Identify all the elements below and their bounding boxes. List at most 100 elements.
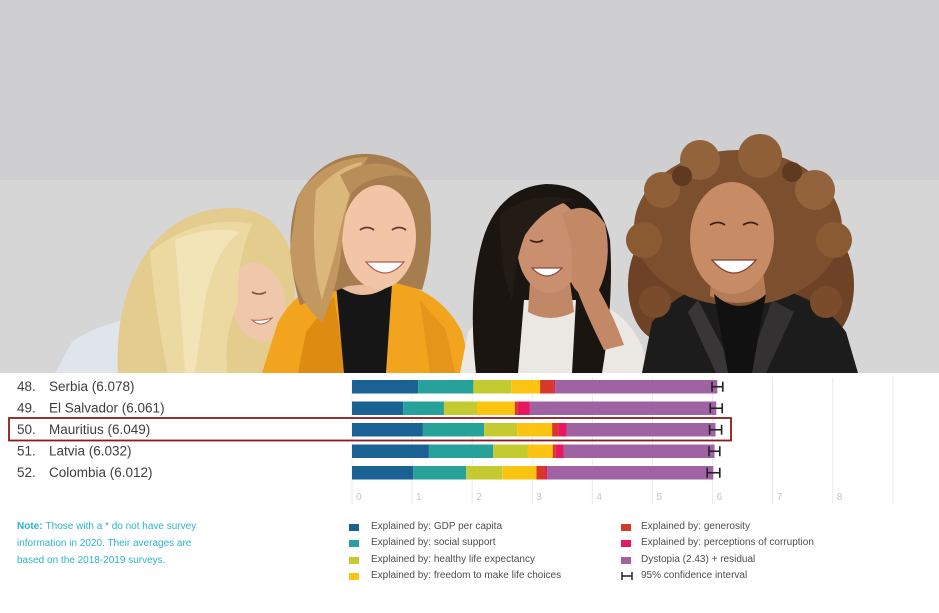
legend-label: Explained by: social support <box>371 537 496 548</box>
country-label: Mauritius (6.049) <box>49 422 150 437</box>
country-label: Colombia (6.012) <box>49 465 153 480</box>
bar-segment-explained-by-gdp-per-capita <box>352 380 419 394</box>
bar-segment-explained-by-healthy-life-expectancy <box>493 444 528 458</box>
x-axis-tick-labels: 0 1 2 3 4 5 6 7 8 <box>356 492 843 503</box>
person-2-hair-highlight <box>314 162 362 300</box>
person-3-smile <box>530 267 564 277</box>
person-4-curl <box>816 222 852 258</box>
rank-label: 51. <box>17 444 36 459</box>
bar-segment-explained-by-perceptions-of-corruption <box>558 423 567 437</box>
bar-segment-explained-by-healthy-life-expectancy <box>443 401 478 415</box>
bar-rows: 48. Serbia (6.078) 49. El Salvador (6.061) 5… <box>17 379 724 480</box>
person-4-curly-hair <box>626 134 858 373</box>
legend-swatch <box>621 557 631 564</box>
bar-row: 51. Latvia (6.032) <box>17 444 721 459</box>
person-4-eye-left <box>709 221 726 226</box>
legend-label: Explained by: freedom to make life choic… <box>371 570 562 581</box>
x-tick-label: 3 <box>536 492 542 503</box>
person-4-jacket-lapel-left <box>688 300 736 373</box>
x-tick-label: 7 <box>777 492 783 503</box>
note-label: Note: <box>17 521 43 532</box>
person-4-curl-shadow <box>782 162 802 182</box>
person-4-curl <box>810 286 842 318</box>
person-4-curl <box>795 170 835 210</box>
person-4-curl <box>738 134 782 178</box>
person-4-curl <box>626 222 662 258</box>
legend-label: Explained by: perceptions of corruption <box>641 537 814 548</box>
bar-segment-explained-by-perceptions-of-corruption <box>517 401 530 415</box>
legend-label: Explained by: GDP per capita <box>371 521 503 532</box>
person-4-curl-shadow <box>672 166 692 186</box>
person-2-black-top <box>336 284 392 373</box>
bar-segment-explained-by-freedom-to-make-life-choices <box>511 380 541 394</box>
bar-segment-explained-by-perceptions-of-corruption <box>555 444 564 458</box>
bar-segment-explained-by-generosity <box>552 423 559 437</box>
bar-segment-dystopia-2-43-residual <box>529 401 717 415</box>
happiness-ranking-chart: 0 1 2 3 4 5 6 7 8 48. Serbia (6.078) 49. El Salvado… <box>8 377 894 504</box>
person-2-face <box>342 185 416 289</box>
legend-label: 95% confidence interval <box>641 570 748 581</box>
person-4-jacket-lapel-right <box>746 300 794 373</box>
person-2-hair-top <box>340 163 418 195</box>
person-3-forearm <box>578 285 624 350</box>
person-2-jacket-shade-right <box>420 300 455 373</box>
bar-segment-explained-by-healthy-life-expectancy <box>466 466 503 480</box>
highlight-box <box>8 417 732 442</box>
person-3-neck <box>528 282 574 318</box>
legend-swatch <box>349 524 359 531</box>
bar-segment-explained-by-generosity <box>514 401 518 415</box>
x-tick-label: 8 <box>837 492 843 503</box>
bar-segment-explained-by-freedom-to-make-life-choices <box>517 423 553 437</box>
legend-swatch <box>349 540 359 547</box>
legend-swatch <box>349 557 359 564</box>
bar-segment-explained-by-gdp-per-capita <box>352 466 414 480</box>
x-tick-label: 4 <box>596 492 602 503</box>
person-2-yellow-jacket <box>262 153 472 373</box>
note-text: information in 2020. Their averages are <box>17 538 192 549</box>
confidence-interval-whisker <box>708 424 723 435</box>
person-1-smile <box>250 317 274 325</box>
person-3-dark-hair <box>460 184 648 373</box>
bar-row: 52. Colombia (6.012) <box>17 465 721 480</box>
person-2-jacket-shade <box>298 296 346 373</box>
bar-segment-explained-by-social-support <box>413 466 467 480</box>
bar-segment-explained-by-generosity <box>540 380 554 394</box>
person-4-curl <box>639 286 671 318</box>
person-4-top <box>714 294 766 373</box>
legend-label: Dystopia (2.43) + residual <box>641 554 756 565</box>
bar-segment-explained-by-social-support <box>422 423 485 437</box>
legend-swatch <box>621 524 631 531</box>
rank-label: 49. <box>17 401 36 416</box>
confidence-interval-whisker <box>711 381 724 392</box>
x-tick-label: 6 <box>717 492 723 503</box>
note-line: Note: Those with a * do not have survey <box>17 518 232 535</box>
bar-segment-explained-by-freedom-to-make-life-choices <box>477 401 515 415</box>
x-tick-label: 1 <box>416 492 422 503</box>
bar-row: 50. Mauritius (6.049) <box>17 422 723 437</box>
bar-segment-explained-by-healthy-life-expectancy <box>473 380 512 394</box>
country-label: El Salvador (6.061) <box>49 401 165 416</box>
x-tick-label: 0 <box>356 492 362 503</box>
legend-label: Explained by: healthy life expectancy <box>371 554 535 565</box>
bar-segment-dystopia-2-43-residual <box>555 380 718 394</box>
x-tick-label: 2 <box>476 492 482 503</box>
person-4-face <box>690 182 774 294</box>
bar-segment-explained-by-perceptions-of-corruption <box>553 380 556 394</box>
bar-segment-explained-by-generosity <box>552 444 556 458</box>
confidence-interval-whisker <box>709 403 724 414</box>
note-text: Those with a * do not have survey <box>45 521 197 532</box>
bar-segment-explained-by-gdp-per-capita <box>352 401 404 415</box>
person-3-eye <box>529 239 544 243</box>
confidence-interval-whisker <box>706 467 721 478</box>
confidence-interval-icon <box>621 572 633 580</box>
bar-row: 48. Serbia (6.078) <box>17 379 724 394</box>
person-2-smile <box>364 261 406 274</box>
person-2-eye-left <box>359 226 375 231</box>
note-line: based on the 2018-2019 surveys. <box>17 552 232 569</box>
bar-segment-explained-by-perceptions-of-corruption <box>545 466 548 480</box>
person-1-face <box>230 262 286 342</box>
bar-segment-explained-by-gdp-per-capita <box>352 423 423 437</box>
person-3-hair-fringe <box>500 197 575 300</box>
note-line: information in 2020. Their averages are <box>17 535 232 552</box>
person-1-eye <box>251 291 267 295</box>
